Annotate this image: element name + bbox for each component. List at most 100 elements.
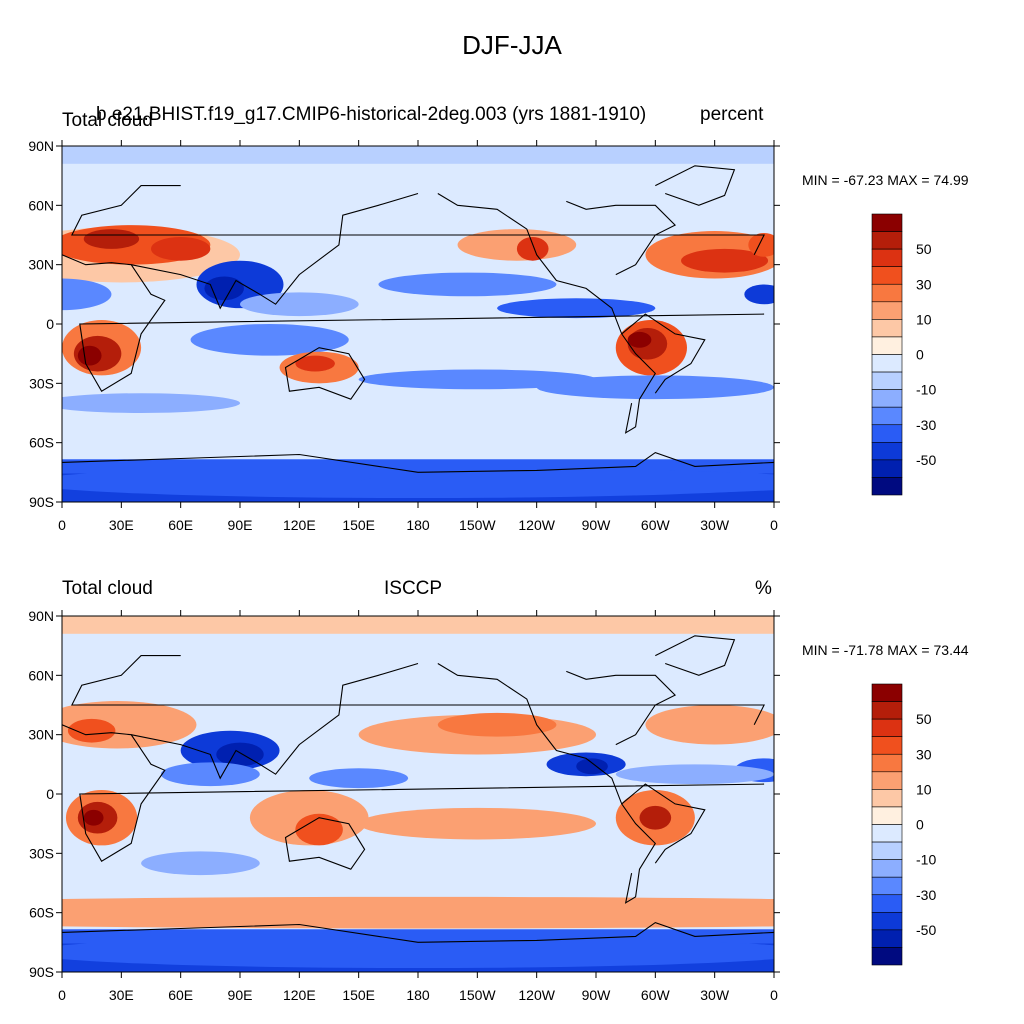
anomaly-region [77,345,102,366]
coastline [437,663,656,904]
lon-tick-label: 150W [459,987,496,1003]
anomaly-region [645,705,774,745]
lat-tick-label: 60N [28,667,54,683]
anomaly-region [62,393,240,413]
map-band [62,616,774,634]
lon-tick-label: 0 [58,987,66,1003]
anomaly-region [204,276,244,301]
anomaly-region [338,940,774,965]
colorbar-swatch [871,806,903,825]
lon-tick-label: 150E [342,517,375,533]
anomaly-region [62,896,774,929]
colorbar-label: 50 [916,241,932,257]
colorbar-label: -10 [916,382,936,398]
coastline [131,662,419,780]
colorbar-label: -50 [916,452,936,468]
lon-tick-label: 30W [700,517,730,533]
colorbar-swatch [871,841,903,860]
panel-left-title: Total cloud [62,110,153,131]
colorbar-swatch [871,718,903,737]
colorbar-swatch [871,876,903,896]
anomaly-region [437,712,557,737]
lon-tick-label: 30W [700,987,730,1003]
lon-tick-label: 90E [228,517,253,533]
colorbar-swatch [871,213,903,232]
colorbar-swatch [871,929,903,948]
anomaly-region [681,248,769,273]
colorbar-label: 0 [916,347,924,363]
colorbar-swatch [871,894,903,913]
anomaly-region [358,369,596,390]
lon-tick-label: 120W [518,517,555,533]
lat-tick-label: 60N [28,197,54,213]
anomaly-region [141,851,260,876]
colorbar-label: 10 [916,311,932,327]
lon-tick-label: 30E [109,517,134,533]
panel-center-title: ISCCP [384,578,443,599]
coastline [437,193,656,434]
anomaly-region [67,718,116,743]
anomaly-region [358,807,596,840]
colorbar-swatch [871,371,903,390]
lat-tick-label: 30S [29,375,54,391]
lon-tick-label: 60E [168,987,193,1003]
lon-tick-label: 0 [58,517,66,533]
lon-tick-label: 150W [459,517,496,533]
colorbar-swatch [871,424,903,443]
coastline [655,165,736,206]
anomaly-region [62,278,112,311]
anomaly-region [457,229,577,261]
colorbar-swatch [871,947,903,966]
lat-tick-label: 90S [29,964,54,980]
anomaly-region [744,284,774,305]
lon-tick-label: 60W [641,517,671,533]
colorbar-swatch [871,459,903,478]
map-band [62,146,774,164]
colorbar-swatch [871,683,903,702]
coastline [62,724,765,862]
colorbar-label: 30 [916,746,932,762]
colorbar-swatch [871,912,903,931]
coastline [566,670,677,746]
anomaly-region [190,324,349,356]
coastline [284,817,366,870]
anomaly-region [83,809,104,826]
colorbar-label: -10 [916,852,936,868]
anomaly-region [295,813,343,846]
colorbar-swatch [871,301,903,320]
coastline [131,192,419,310]
panel-right-title: % [755,578,772,599]
lat-tick-label: 30S [29,845,54,861]
anomaly-region [748,233,774,257]
anomaly-region [627,331,652,348]
colorbar-label: 0 [916,817,924,833]
lat-tick-label: 60S [29,435,54,451]
colorbar-swatch [871,753,903,773]
colorbar-swatch [871,266,903,285]
lat-tick-label: 90S [29,494,54,510]
coastline [62,921,774,943]
colorbar-swatch [871,789,903,808]
panel-center-title: b.e21.BHIST.f19_g17.CMIP6-historical-2de… [96,104,647,125]
colorbar-swatch [871,442,903,461]
lat-tick-label: 60S [29,905,54,921]
anomaly-region [615,764,774,785]
lon-tick-label: 60E [168,517,193,533]
colorbar-swatch [871,389,903,408]
colorbar-swatch [871,701,903,720]
coastline [62,254,765,392]
colorbar-swatch [871,248,903,267]
lon-tick-label: 90W [582,987,612,1003]
colorbar-swatch [871,231,903,250]
anomaly-region [295,355,335,372]
lon-tick-label: 60W [641,987,671,1003]
lat-tick-label: 0 [46,316,54,332]
colorbar-swatch [871,859,903,878]
colorbar-swatch [871,824,903,843]
lon-tick-label: 90E [228,987,253,1003]
lat-tick-label: 30N [28,257,54,273]
anomaly-region [151,236,211,261]
coastline [284,347,366,400]
lat-tick-label: 30N [28,727,54,743]
